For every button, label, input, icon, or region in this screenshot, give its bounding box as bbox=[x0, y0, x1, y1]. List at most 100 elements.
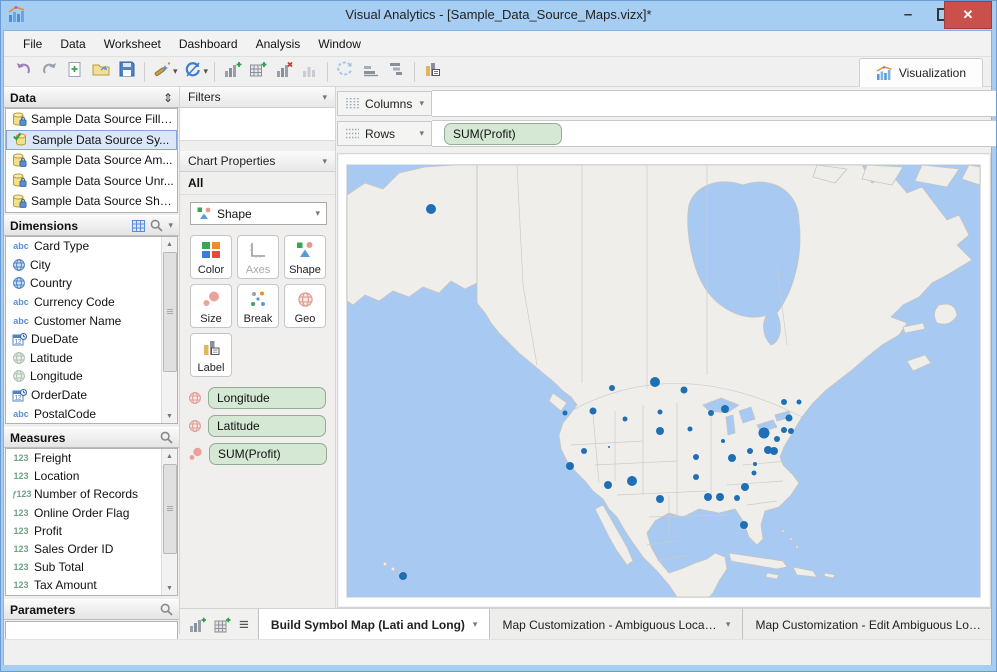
search-measures-icon[interactable] bbox=[160, 431, 173, 444]
dimension-item[interactable]: 12 OrderDate bbox=[6, 386, 177, 405]
dimension-item[interactable]: abc PostalCode bbox=[6, 404, 177, 423]
map-data-point[interactable] bbox=[758, 427, 770, 439]
symbol-map[interactable] bbox=[346, 164, 981, 598]
shelf-field-pill[interactable]: SUM(Profit) bbox=[444, 122, 562, 145]
map-data-point[interactable] bbox=[399, 572, 407, 580]
measure-item[interactable]: 123 Sales Order ID bbox=[6, 540, 177, 558]
filters-collapse-icon[interactable]: ▾ bbox=[322, 91, 327, 102]
undo-button[interactable] bbox=[11, 60, 35, 84]
shape-button[interactable]: Shape bbox=[284, 235, 326, 279]
map-data-point[interactable] bbox=[721, 439, 725, 443]
search-dimensions-icon[interactable] bbox=[150, 219, 164, 232]
table-view-icon[interactable] bbox=[132, 219, 146, 232]
map-data-point[interactable] bbox=[566, 462, 574, 470]
map-data-point[interactable] bbox=[589, 407, 597, 415]
remove-chart-button[interactable] bbox=[272, 60, 296, 84]
map-data-point[interactable] bbox=[716, 493, 724, 501]
sheet-tab[interactable]: Map Customization - Edit Ambiguous Locat… bbox=[743, 609, 997, 640]
filters-dropzone[interactable] bbox=[180, 108, 335, 141]
dimension-item[interactable]: Latitude bbox=[6, 349, 177, 368]
wizard-caret-icon[interactable]: ▾ bbox=[173, 66, 178, 76]
map-data-point[interactable] bbox=[704, 493, 712, 501]
dimension-item[interactable]: abc Currency Code bbox=[6, 293, 177, 312]
field-pill[interactable]: Longitude bbox=[208, 387, 326, 409]
dimension-item[interactable]: 12 DueDate bbox=[6, 330, 177, 349]
map-data-point[interactable] bbox=[687, 426, 693, 432]
map-data-point[interactable] bbox=[656, 495, 664, 503]
dimension-item[interactable]: Country bbox=[6, 274, 177, 293]
map-data-point[interactable] bbox=[562, 410, 568, 416]
map-data-point[interactable] bbox=[796, 399, 802, 405]
map-data-point[interactable] bbox=[740, 521, 748, 529]
map-data-point[interactable] bbox=[774, 436, 780, 442]
open-button[interactable] bbox=[89, 60, 113, 84]
sheet-tab[interactable]: Map Customization - Ambiguous Locations ▾ bbox=[490, 609, 744, 640]
map-data-point[interactable] bbox=[604, 481, 612, 489]
dimensions-menu-caret-icon[interactable]: ▾ bbox=[168, 220, 173, 230]
annotate-button[interactable] bbox=[420, 60, 444, 84]
refresh-caret-icon[interactable]: ▾ bbox=[203, 66, 209, 76]
select-rotate-button[interactable] bbox=[333, 60, 357, 84]
measure-item[interactable]: 123 Profit bbox=[6, 522, 177, 540]
map-data-point[interactable] bbox=[781, 399, 787, 405]
map-data-point[interactable] bbox=[693, 474, 699, 480]
measure-item[interactable]: 123 Freight bbox=[6, 449, 177, 467]
map-data-point[interactable] bbox=[781, 427, 787, 433]
scroll-down-icon[interactable]: ▼ bbox=[162, 581, 177, 595]
columns-dropzone[interactable] bbox=[432, 90, 997, 117]
sheet-tab-caret-icon[interactable]: ▾ bbox=[725, 619, 731, 629]
dimension-item[interactable]: Longitude bbox=[6, 367, 177, 386]
data-source-item[interactable]: Sample Data Source Sho... bbox=[6, 191, 177, 212]
map-data-point[interactable] bbox=[708, 410, 714, 416]
data-source-item[interactable]: Sample Data Source Unr... bbox=[6, 171, 177, 192]
vertical-scrollbar[interactable]: ▲ ▼ bbox=[161, 449, 177, 595]
new-sheet-button[interactable] bbox=[63, 60, 87, 84]
search-parameters-icon[interactable] bbox=[160, 603, 173, 616]
chart-disabled-button[interactable] bbox=[298, 60, 322, 84]
redo-button[interactable] bbox=[37, 60, 61, 84]
field-pill[interactable]: SUM(Profit) bbox=[209, 443, 327, 465]
scroll-up-icon[interactable]: ▲ bbox=[162, 237, 177, 251]
add-crosstab-button[interactable] bbox=[246, 60, 270, 84]
visualization-button[interactable]: Visualization bbox=[858, 58, 983, 87]
map-data-point[interactable] bbox=[734, 495, 740, 501]
map-data-point[interactable] bbox=[426, 204, 436, 214]
map-data-point[interactable] bbox=[693, 454, 699, 460]
map-data-point[interactable] bbox=[785, 414, 793, 422]
color-button[interactable]: Color bbox=[190, 235, 232, 279]
map-data-point[interactable] bbox=[622, 416, 628, 422]
shape-type-select[interactable]: Shape ▾ bbox=[190, 202, 327, 225]
measure-item[interactable]: 123 Location bbox=[6, 467, 177, 485]
wizard-button[interactable] bbox=[150, 60, 174, 84]
menu-item-file[interactable]: File bbox=[23, 36, 43, 51]
data-source-item[interactable]: Sample Data Source Fille... bbox=[6, 109, 177, 130]
new-crosstab-sheet-icon[interactable] bbox=[214, 617, 231, 633]
format-bars-button[interactable] bbox=[385, 60, 409, 84]
save-button[interactable] bbox=[115, 60, 139, 84]
rows-dropzone[interactable]: SUM(Profit) bbox=[432, 120, 997, 147]
sort-datasources-icon[interactable]: ⇕ bbox=[162, 90, 173, 105]
filters-header[interactable]: Filters ▾ bbox=[180, 87, 335, 108]
axes-button[interactable]: Axes bbox=[237, 235, 279, 279]
refresh-button[interactable] bbox=[181, 60, 205, 84]
field-pill[interactable]: Latitude bbox=[208, 415, 326, 437]
map-data-point[interactable] bbox=[650, 377, 660, 387]
dimension-item[interactable]: abc Card Type bbox=[6, 237, 177, 256]
data-source-item[interactable]: Sample Data Source Am... bbox=[6, 150, 177, 171]
size-button[interactable]: Size bbox=[190, 284, 232, 328]
rows-shelf-label[interactable]: Rows ▾ bbox=[337, 121, 432, 146]
map-data-point[interactable] bbox=[609, 385, 615, 391]
menu-item-worksheet[interactable]: Worksheet bbox=[103, 36, 161, 51]
map-data-point[interactable] bbox=[657, 409, 663, 415]
menu-item-window[interactable]: Window bbox=[318, 36, 361, 51]
sort-bars-button[interactable] bbox=[359, 60, 383, 84]
map-data-point[interactable] bbox=[788, 428, 794, 434]
menu-item-analysis[interactable]: Analysis bbox=[255, 36, 301, 51]
minimize-button[interactable]: – bbox=[903, 5, 913, 23]
measure-item[interactable]: 123 Tax Amount bbox=[6, 576, 177, 594]
new-chart-sheet-icon[interactable] bbox=[189, 617, 206, 633]
menu-item-dashboard[interactable]: Dashboard bbox=[178, 36, 238, 51]
geo-button[interactable]: Geo bbox=[284, 284, 326, 328]
map-data-point[interactable] bbox=[770, 447, 778, 455]
columns-shelf-label[interactable]: Columns ▾ bbox=[337, 91, 432, 116]
